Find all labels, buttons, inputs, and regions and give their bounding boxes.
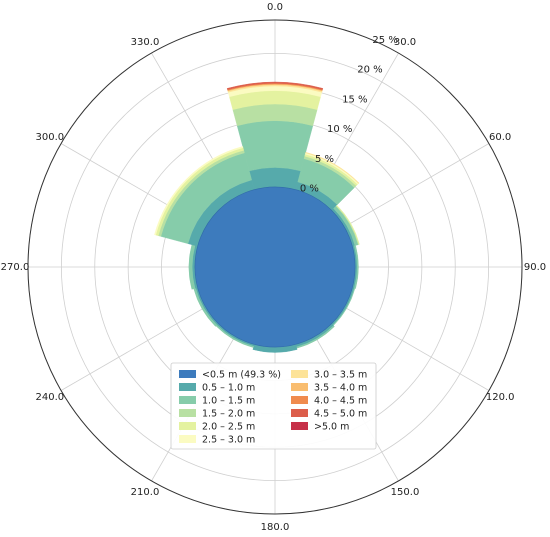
legend-label-10: >5.0 m: [314, 422, 349, 433]
axis-labels: 0.0 30.0 60.0 90.0 120.0 150.0 180.0 210.0 240.0…: [1, 2, 546, 533]
bar-dir0-series9: [226, 81, 324, 90]
bar-dir0-series2: [236, 120, 314, 172]
calm-center-disc: [194, 186, 356, 348]
legend-swatch-1: [179, 383, 196, 391]
legend-swatch-3: [179, 409, 196, 417]
bar-dir2-series4: [336, 204, 360, 245]
radial-label-5: 25 %: [372, 35, 397, 46]
angle-label-4: 120.0: [486, 392, 515, 403]
legend-box: [170, 362, 377, 450]
legend-swatch-4: [179, 422, 196, 430]
legend-swatch-2: [179, 396, 196, 404]
angle-label-10: 300.0: [36, 132, 65, 143]
angle-label-3: 90.0: [524, 262, 546, 273]
stacked-bars: [154, 81, 360, 353]
legend-label-7: 3.5 – 4.0 m: [314, 383, 367, 394]
legend-swatch-6: [291, 370, 308, 378]
angle-label-5: 150.0: [391, 487, 420, 498]
legend-swatch-5: [179, 435, 196, 443]
radial-label-0: 0 %: [300, 184, 319, 195]
legend-label-8: 4.0 – 4.5 m: [314, 396, 367, 407]
legend: <0.5 m (49.3 %) 0.5 – 1.0 m 1.0 – 1.5 m 1.5…: [170, 362, 377, 450]
legend-swatch-9: [291, 409, 308, 417]
legend-label-2: 1.0 – 1.5 m: [202, 396, 255, 407]
legend-label-9: 4.5 – 5.0 m: [314, 409, 367, 420]
angle-label-2: 60.0: [489, 132, 511, 143]
outer-frame: [27, 19, 523, 515]
angle-label-9: 270.0: [1, 262, 30, 273]
radial-label-2: 10 %: [327, 124, 352, 135]
legend-label-0: <0.5 m (49.3 %): [202, 370, 281, 381]
radial-label-1: 5 %: [315, 154, 334, 165]
legend-swatch-7: [291, 383, 308, 391]
legend-swatch-8: [291, 396, 308, 404]
bar-dir0-series1: [249, 167, 301, 190]
angle-label-0: 0.0: [267, 2, 283, 13]
legend-label-4: 2.0 – 2.5 m: [202, 422, 255, 433]
angle-label-8: 240.0: [36, 392, 65, 403]
legend-swatch-10: [291, 422, 308, 430]
legend-label-3: 1.5 – 2.0 m: [202, 409, 255, 420]
angle-label-6: 180.0: [261, 522, 290, 533]
legend-label-1: 0.5 – 1.0 m: [202, 383, 255, 394]
angle-label-11: 330.0: [131, 37, 160, 48]
legend-label-5: 2.5 – 3.0 m: [202, 435, 255, 446]
radial-label-4: 20 %: [357, 65, 382, 76]
calm-center: [194, 186, 356, 348]
angle-label-1: 30.0: [394, 37, 416, 48]
bar-dir1-series6: [305, 151, 360, 184]
angle-label-7: 210.0: [131, 487, 160, 498]
legend-label-6: 3.0 – 3.5 m: [314, 370, 367, 381]
legend-swatch-0: [179, 370, 196, 378]
bar-dir11-series5: [186, 146, 244, 180]
radial-label-3: 15 %: [342, 94, 367, 105]
